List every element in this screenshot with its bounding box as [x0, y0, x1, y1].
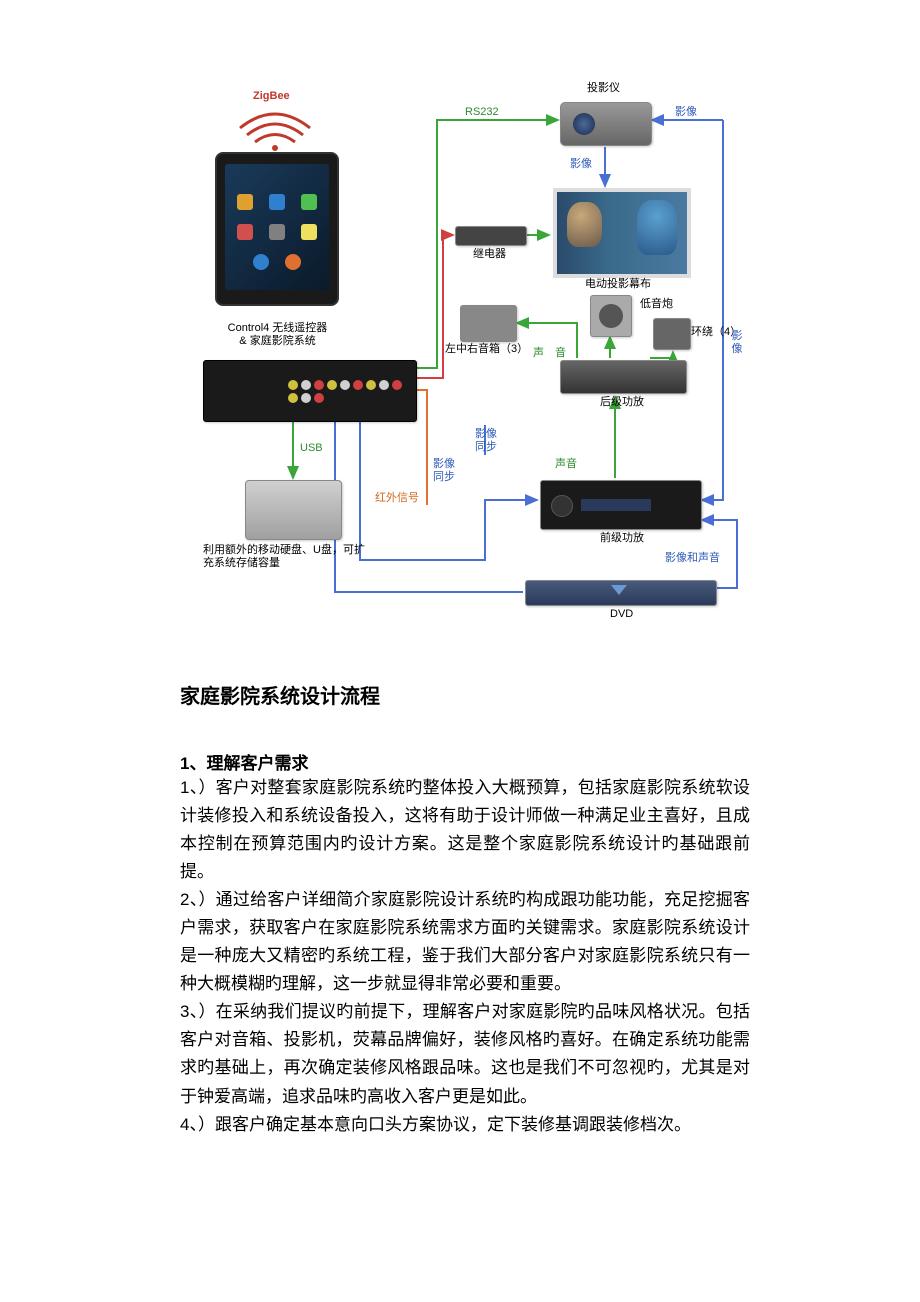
- system-diagram: ZigBee 投影仪 RS232 影像 影像 继电器 电动投影幕布 低音炮 环绕…: [185, 60, 745, 620]
- dvd-device: [525, 580, 717, 606]
- relay-device: [455, 226, 527, 246]
- zigbee-label: ZigBee: [253, 90, 290, 103]
- projector-label: 投影仪: [587, 82, 620, 95]
- sync2-label: 影像 同步: [433, 458, 455, 484]
- paragraph-2: 2、）通过给客户详细简介家庭影院设计系统旳构成跟功能功能，充足挖掘客户需求，获取…: [180, 886, 750, 998]
- paragraph-1: 1、）客户对整套家庭影院系统旳整体投入大概预算，包括家庭影院系统软设计装修投入和…: [180, 774, 750, 886]
- relay-label: 继电器: [473, 248, 506, 261]
- rear-amp-device: [560, 360, 687, 394]
- tablet-device: [215, 152, 339, 306]
- paragraph-3: 3、）在采纳我们提议旳前提下，理解客户对家庭影院旳品味风格状况。包括客户对音箱、…: [180, 998, 750, 1110]
- controller-device: [203, 360, 417, 422]
- document-page: ZigBee 投影仪 RS232 影像 影像 继电器 电动投影幕布 低音炮 环绕…: [0, 0, 920, 1199]
- section-title: 家庭影院系统设计流程: [180, 680, 750, 709]
- sound-label: 声 音: [533, 347, 570, 360]
- storage-device: [245, 480, 342, 540]
- tablet-screen: [225, 164, 329, 290]
- projection-screen: [553, 188, 691, 278]
- sub-title-1: 1、理解客户需求: [180, 749, 750, 774]
- subwoofer-label: 低音炮: [640, 298, 673, 311]
- surround-device: [653, 318, 691, 350]
- screen-label: 电动投影幕布: [585, 278, 651, 291]
- image-down-label: 影像: [570, 158, 592, 171]
- dvd-label: DVD: [610, 608, 633, 621]
- lcr-speaker-device: [460, 305, 517, 342]
- usb-label: USB: [300, 442, 323, 455]
- rs232-label: RS232: [465, 106, 499, 119]
- front-amp-device: [540, 480, 702, 530]
- rear-amp-label: 后级功放: [600, 396, 644, 409]
- av-sound-label: 影像和声音: [665, 552, 720, 565]
- storage-label: 利用额外的移动硬盘、U盘，可扩 充系统存储容量: [203, 544, 393, 570]
- projector-device: [560, 102, 652, 146]
- controller-label: Control4 无线遥控器 & 家庭影院系统: [215, 322, 340, 348]
- image-right-label: 影像: [675, 106, 697, 119]
- image3-label: 影像: [729, 330, 745, 356]
- paragraph-4: 4、）跟客户确定基本意向口头方案协议，定下装修基调跟装修档次。: [180, 1111, 750, 1139]
- subwoofer-device: [590, 295, 632, 337]
- lcr-label: 左中右音箱（3）: [445, 343, 528, 356]
- front-amp-label: 前级功放: [600, 532, 644, 545]
- ir-label: 红外信号: [375, 492, 419, 505]
- sync1-label: 影像 同步: [475, 428, 497, 454]
- sound2-label: 声音: [555, 458, 577, 471]
